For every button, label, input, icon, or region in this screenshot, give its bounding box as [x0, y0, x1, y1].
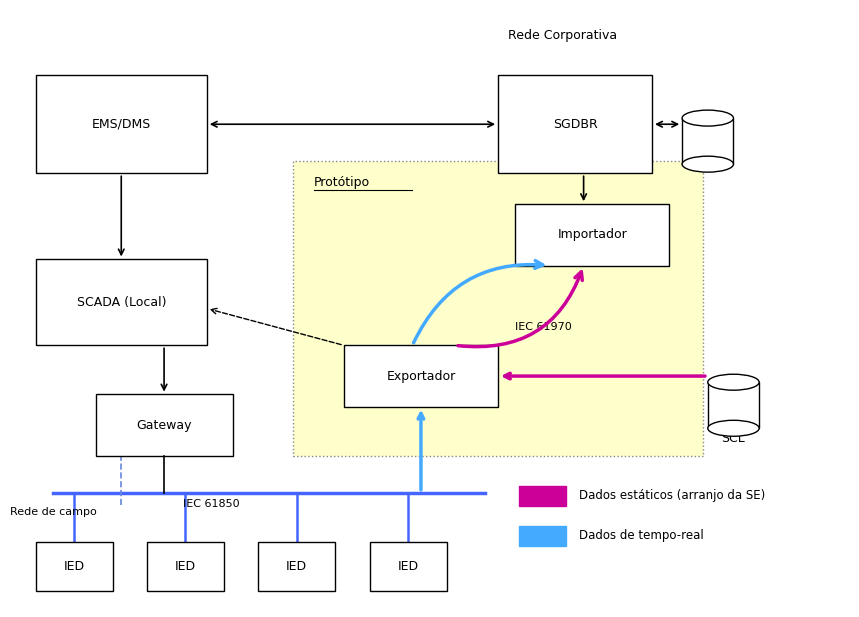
Bar — [95, 394, 233, 456]
Bar — [147, 542, 224, 591]
Ellipse shape — [708, 420, 759, 436]
Text: IED: IED — [175, 560, 196, 573]
Bar — [35, 542, 113, 591]
Bar — [369, 542, 447, 591]
Ellipse shape — [682, 110, 734, 126]
Bar — [682, 118, 734, 164]
Bar — [708, 382, 759, 428]
Bar — [520, 486, 566, 506]
Text: IEC 61850: IEC 61850 — [183, 499, 240, 509]
Bar — [35, 259, 207, 346]
Text: IED: IED — [286, 560, 308, 573]
Bar — [515, 204, 669, 265]
Ellipse shape — [682, 156, 734, 172]
Text: SGDBR: SGDBR — [552, 118, 597, 131]
Text: Gateway: Gateway — [137, 419, 192, 432]
Bar — [259, 542, 335, 591]
Text: Importador: Importador — [557, 228, 627, 241]
Text: SCADA (Local): SCADA (Local) — [76, 296, 166, 309]
Text: Exportador: Exportador — [387, 370, 455, 383]
Text: IEC 61970: IEC 61970 — [515, 322, 572, 332]
Text: IED: IED — [398, 560, 418, 573]
Bar — [498, 75, 652, 173]
Bar — [293, 161, 704, 456]
FancyArrowPatch shape — [413, 260, 543, 343]
Bar — [35, 75, 207, 173]
Text: Protótipo: Protótipo — [314, 176, 370, 189]
FancyArrowPatch shape — [458, 271, 582, 347]
Text: EMS/DMS: EMS/DMS — [92, 118, 151, 131]
Text: Rede Corporativa: Rede Corporativa — [508, 28, 617, 42]
Text: Dados de tempo-real: Dados de tempo-real — [579, 529, 704, 542]
Text: IED: IED — [64, 560, 85, 573]
Text: SCL: SCL — [722, 433, 746, 445]
Text: Rede de campo: Rede de campo — [10, 507, 97, 518]
Bar — [344, 346, 498, 407]
Ellipse shape — [708, 375, 759, 390]
Text: Dados estáticos (arranjo da SE): Dados estáticos (arranjo da SE) — [579, 489, 765, 502]
Bar — [520, 526, 566, 545]
